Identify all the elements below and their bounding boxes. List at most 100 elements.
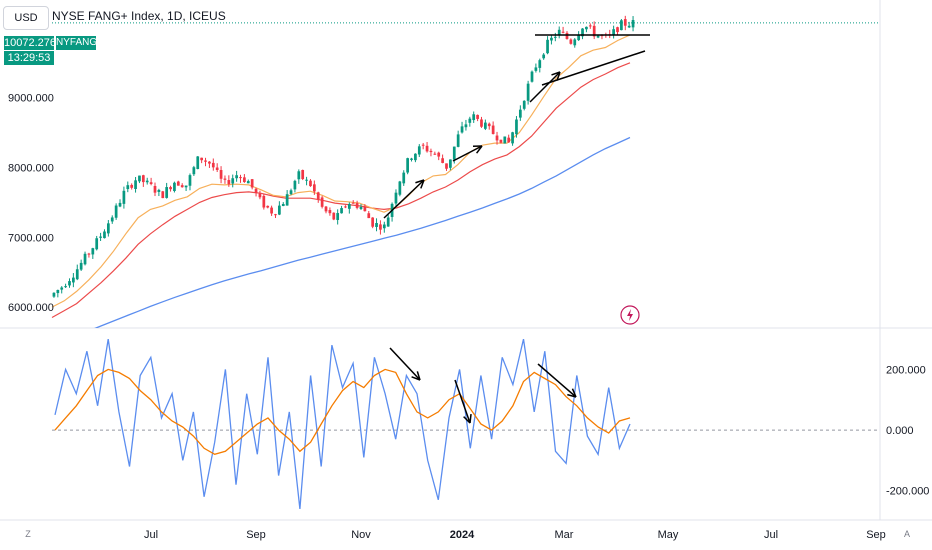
time-axis-tick-2: Nov: [351, 529, 371, 541]
candle: [328, 207, 332, 216]
candle: [60, 286, 64, 294]
candle: [476, 114, 479, 122]
candle: [281, 202, 285, 207]
candle: [414, 153, 417, 163]
candle: [118, 199, 122, 208]
time-axis-tick-6: Jul: [764, 529, 778, 541]
time-axis-tick-7: Sep: [866, 529, 886, 541]
candle: [208, 161, 211, 168]
candle: [324, 205, 328, 214]
candle: [79, 259, 83, 271]
candle: [344, 205, 347, 209]
candle: [149, 177, 153, 186]
candle: [184, 185, 188, 191]
candle: [487, 122, 491, 130]
candle: [285, 190, 289, 206]
price-axis-tick-1: 8000.000: [8, 162, 54, 174]
timezone-button[interactable]: Z: [25, 529, 31, 539]
candle: [239, 174, 242, 183]
candle: [176, 180, 180, 186]
candle: [75, 264, 79, 281]
candle: [103, 229, 106, 239]
candle: [266, 205, 270, 209]
candle: [289, 188, 293, 196]
candle: [87, 252, 91, 258]
candle: [573, 38, 577, 48]
candle: [305, 176, 308, 186]
candle: [592, 21, 596, 40]
candle: [246, 179, 250, 184]
candle: [367, 211, 371, 219]
candle: [134, 176, 137, 193]
auto-scale-button[interactable]: A: [903, 529, 910, 539]
osc-axis-tick-0: 200.000: [886, 364, 926, 376]
candle: [596, 35, 600, 39]
candle: [382, 221, 386, 233]
candle: [371, 217, 375, 229]
candle: [316, 191, 320, 203]
flash-icon: [620, 305, 640, 325]
oscillator-signal-line: [54, 368, 631, 455]
candle: [200, 157, 203, 164]
bar-countdown: 13:29:53: [4, 51, 54, 65]
candle: [336, 209, 340, 225]
candle: [623, 15, 627, 31]
oscillator-pane: [54, 338, 631, 509]
currency-button[interactable]: USD: [3, 6, 49, 30]
candle: [130, 183, 134, 190]
candle: [429, 148, 433, 157]
osc-axis-tick-2: -200.000: [886, 486, 929, 498]
candle: [620, 18, 623, 31]
moving-averages: [51, 34, 631, 328]
candle: [254, 187, 258, 197]
candle: [355, 200, 359, 210]
candle: [631, 16, 635, 32]
candle: [410, 157, 413, 162]
candle: [243, 174, 246, 183]
candle: [138, 175, 141, 184]
candle: [122, 186, 126, 209]
candle: [309, 179, 312, 187]
candle: [386, 214, 390, 227]
price-pane: [51, 15, 635, 328]
candle: [56, 289, 60, 298]
candle: [526, 80, 530, 105]
time-axis-tick-1: Sep: [246, 529, 266, 541]
candle: [616, 26, 619, 36]
candle: [491, 121, 495, 135]
candle: [250, 178, 254, 190]
candle: [421, 142, 425, 150]
candle: [495, 131, 499, 145]
ma-slow-line: [94, 136, 631, 328]
candle: [153, 182, 157, 197]
candle: [433, 151, 437, 155]
flash-icon-bolt: [627, 309, 633, 321]
candle: [204, 157, 207, 167]
candle: [515, 116, 518, 138]
candle: [293, 179, 297, 193]
candle: [484, 119, 487, 131]
candle: [499, 139, 503, 144]
candle: [258, 190, 262, 200]
time-axis-tick-4: Mar: [555, 529, 574, 541]
candle: [83, 251, 87, 266]
support-trendline: [541, 50, 646, 86]
candle: [157, 188, 161, 197]
candle: [530, 70, 534, 83]
candle: [215, 163, 219, 173]
candle: [402, 170, 406, 186]
trend-arrow-2: [452, 145, 483, 162]
oscillator-line: [54, 338, 631, 509]
candle: [211, 158, 215, 171]
candle: [106, 220, 110, 237]
trend-annotations: [383, 34, 650, 424]
candle: [72, 273, 75, 288]
candle: [91, 247, 95, 259]
candle: [581, 28, 584, 40]
candle: [188, 173, 192, 191]
candle: [351, 200, 355, 204]
candle: [340, 205, 343, 214]
candle: [445, 163, 448, 171]
candle: [173, 181, 176, 193]
